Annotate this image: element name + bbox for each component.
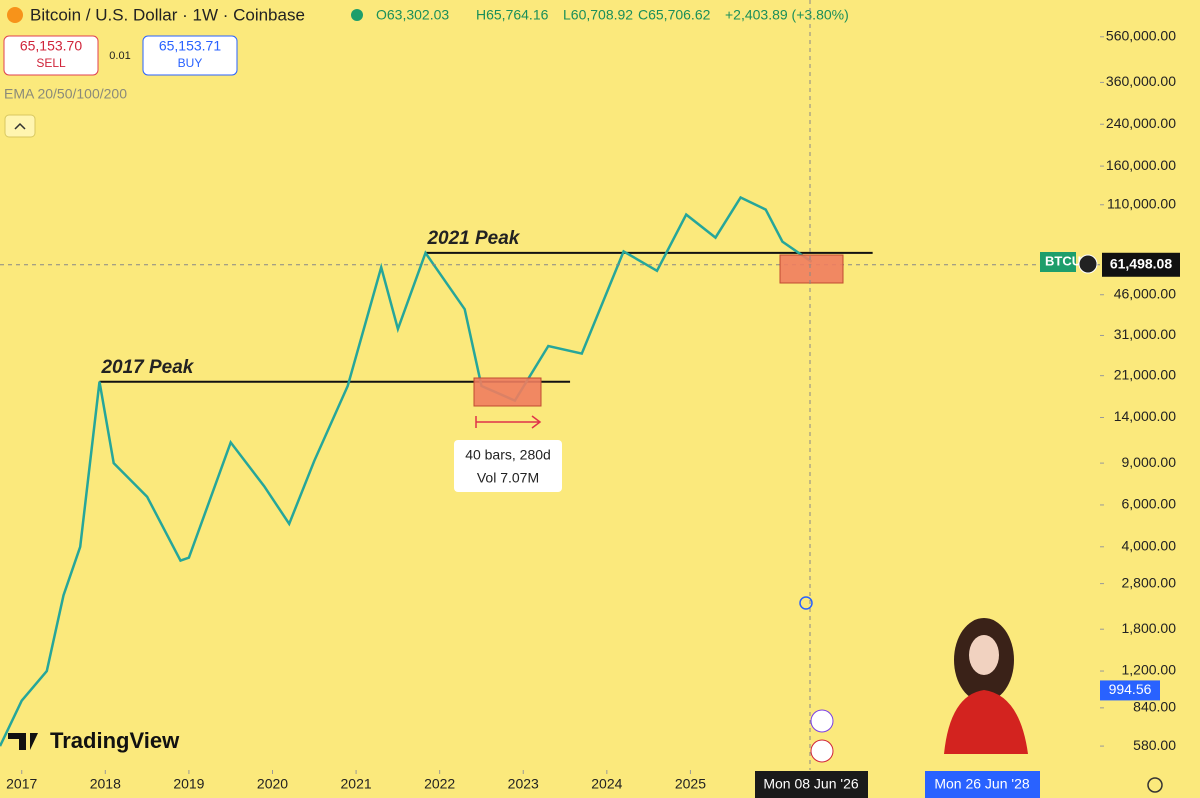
y-tick-label: 9,000.00 <box>1122 454 1177 470</box>
collapse-button[interactable] <box>4 114 36 138</box>
x-tick-label: 2021 <box>341 776 372 792</box>
y-tick-label: 46,000.00 <box>1114 285 1176 301</box>
ohlc-change: +2,403.89 (+3.80%) <box>725 7 849 23</box>
y-tick-label: 160,000.00 <box>1106 157 1176 173</box>
price-line <box>0 195 813 747</box>
y-tick-label: 840.00 <box>1133 699 1176 715</box>
sell-price[interactable]: 65,153.70 <box>20 38 82 54</box>
y-tick-label: 1,200.00 <box>1122 662 1177 678</box>
settings-icon[interactable] <box>1147 777 1163 793</box>
sell-button[interactable]: 65,153.70 SELL <box>3 35 99 76</box>
add-button[interactable] <box>1078 254 1098 274</box>
x-tick-label: 2018 <box>90 776 121 792</box>
x-tick-label: 2024 <box>591 776 622 792</box>
date-tag <box>755 771 868 798</box>
y-tick-label: 2,800.00 <box>1122 574 1177 590</box>
y-tick-label: 360,000.00 <box>1106 73 1176 89</box>
avatar <box>938 612 1030 754</box>
sell-label[interactable]: SELL <box>36 56 66 70</box>
coin-icon <box>7 7 23 23</box>
cursor-price-text: 994.56 <box>1109 681 1152 697</box>
y-tick-label: 6,000.00 <box>1122 496 1177 512</box>
sell-box[interactable] <box>3 35 99 76</box>
ohlc-low: L60,708.92 <box>563 7 633 23</box>
y-tick-label: 1,800.00 <box>1122 620 1177 636</box>
logo-icon <box>8 733 38 750</box>
indicator-label[interactable]: EMA 20/50/100/200 <box>4 86 127 102</box>
x-tick-label: 2017 <box>6 776 37 792</box>
x-tick-label: 2025 <box>675 776 706 792</box>
symbol-title: Bitcoin / U.S. Dollar · 1W · Coinbase <box>30 5 305 24</box>
avatar-body <box>944 690 1028 754</box>
buy-button[interactable]: 65,153.71 BUY <box>142 35 238 76</box>
event-icon[interactable] <box>810 739 834 763</box>
spread: 0.01 <box>109 50 130 62</box>
y-tick-label: 14,000.00 <box>1114 408 1176 424</box>
cursor-price-tag <box>1100 680 1160 701</box>
last-price-text: 61,498.08 <box>1110 255 1172 271</box>
ohlc-close: C65,706.62 <box>638 7 711 23</box>
symbol-tag <box>1040 252 1076 272</box>
date-tag <box>925 771 1040 798</box>
collapse-icon <box>14 122 26 130</box>
tooltip-text: Vol 7.07M <box>477 470 539 486</box>
y-tick-label: 21,000.00 <box>1114 366 1176 382</box>
range-box <box>473 377 542 407</box>
range-arrow <box>475 415 542 429</box>
status-dot <box>351 9 363 21</box>
range-box <box>779 254 844 284</box>
date-tag-text: Mon 08 Jun '26 <box>763 776 859 792</box>
y-tick-label: 560,000.00 <box>1106 28 1176 44</box>
buy-box[interactable] <box>142 35 238 76</box>
ohlc-open: O63,302.03 <box>376 7 449 23</box>
ohlc-high: H65,764.16 <box>476 7 549 23</box>
x-tick-label: 2019 <box>173 776 204 792</box>
peak-label: 2017 Peak <box>100 357 194 378</box>
tooltip-text: 40 bars, 280d <box>465 447 551 463</box>
event-icon[interactable] <box>810 709 834 733</box>
last-price-tag <box>1102 252 1180 277</box>
x-tick-label: 2022 <box>424 776 455 792</box>
y-tick-label: 240,000.00 <box>1106 115 1176 131</box>
y-tick-label: 580.00 <box>1133 737 1176 753</box>
buy-price[interactable]: 65,153.71 <box>159 38 221 54</box>
x-tick-label: 2023 <box>508 776 539 792</box>
symbol-tag-text: BTCU <box>1045 253 1081 268</box>
plot-area: 2017 Peak 2021 Peak <box>0 195 1100 747</box>
date-tag-text: Mon 26 Jun '28 <box>934 776 1030 792</box>
y-tick-label: 110,000.00 <box>1107 195 1176 211</box>
avatar-face <box>969 635 999 675</box>
x-tick-label: 2020 <box>257 776 288 792</box>
buy-label[interactable]: BUY <box>178 56 203 70</box>
tooltip-box <box>454 440 562 492</box>
marker <box>799 596 813 610</box>
logo-text: TradingView <box>50 728 180 753</box>
y-tick-label: 31,000.00 <box>1114 326 1176 342</box>
y-tick-label: 4,000.00 <box>1122 537 1177 553</box>
peak-label: 2021 Peak <box>426 228 520 249</box>
